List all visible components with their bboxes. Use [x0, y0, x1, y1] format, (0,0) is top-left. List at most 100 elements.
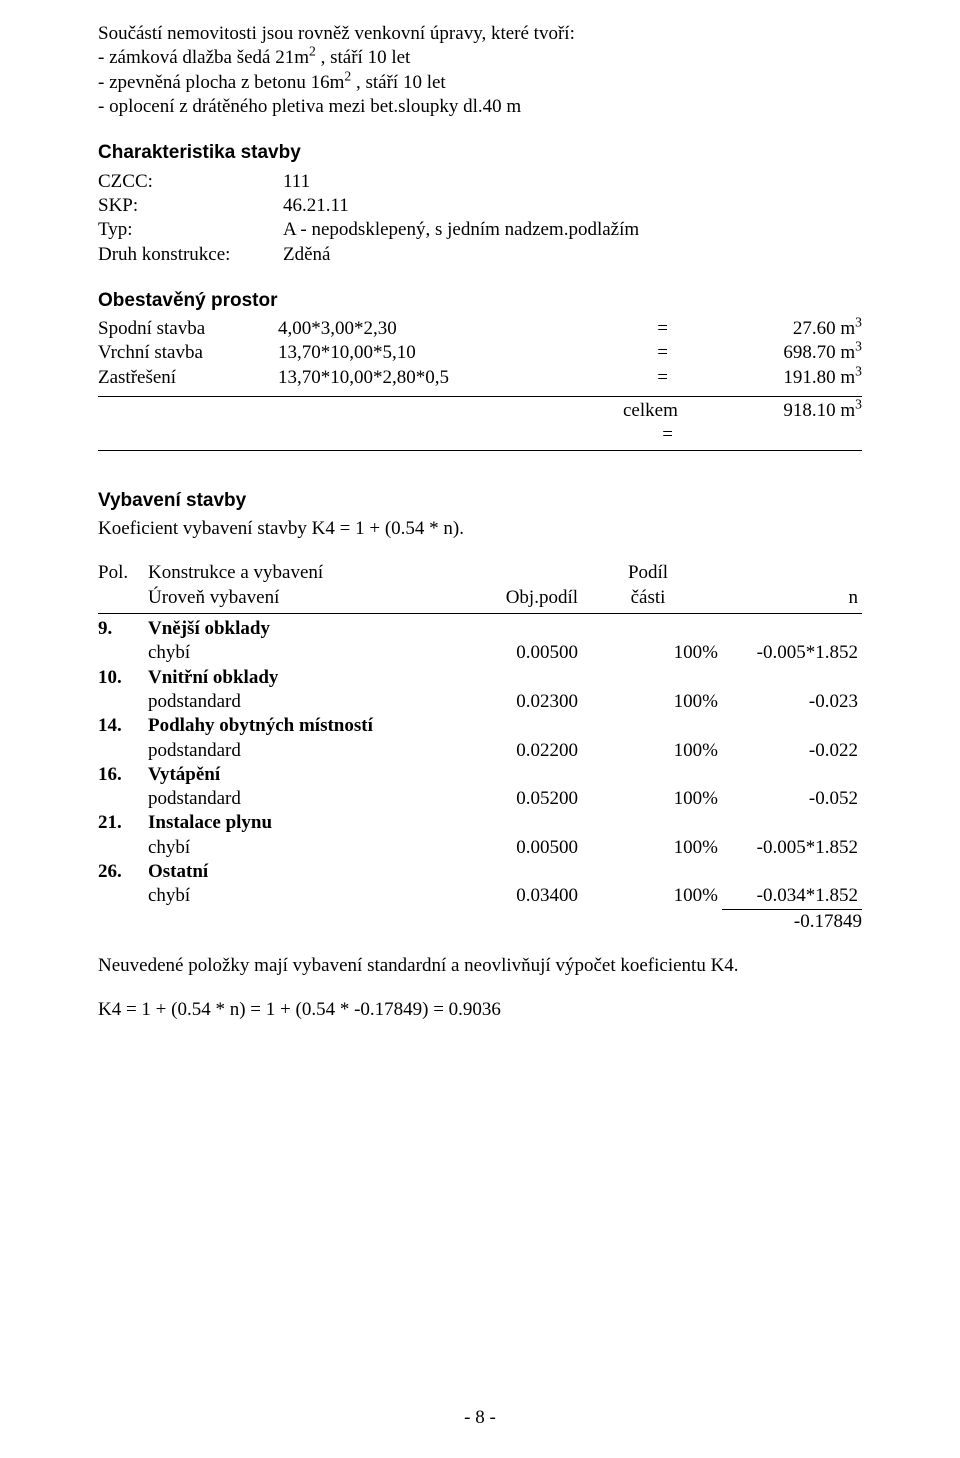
vyb-podil: 100% [578, 884, 718, 908]
vyb-level: chybí [148, 836, 438, 860]
prostor-celkem-row: celkem = 918.10 m3 [98, 396, 862, 451]
vyb-value-row: podstandard0.02200100%-0.022 [98, 739, 862, 763]
vyb-category-row: 14.Podlahy obytných místností [98, 714, 862, 738]
vyb-item-no: 21. [98, 811, 148, 835]
prostor-expr: 13,70*10,00*2,80*0,5 [278, 366, 628, 390]
vyb-obj: 0.02200 [438, 739, 578, 763]
closing-note: Neuvedené položky mají vybavení standard… [98, 954, 862, 978]
kv-skp: SKP: 46.21.11 [98, 194, 862, 218]
vyb-value-row: podstandard0.02300100%-0.023 [98, 690, 862, 714]
prostor-row: Vrchní stavba13,70*10,00*5,10=698.70 m3 [98, 341, 862, 365]
vyb-podil: 100% [578, 690, 718, 714]
vyb-level: podstandard [148, 787, 438, 811]
heading-vybaveni-stavby: Vybavení stavby [98, 489, 862, 513]
intro-item-3: - oplocení z drátěného pletiva mezi bet.… [98, 95, 862, 119]
prostor-row: Spodní stavba4,00*3,00*2,30=27.60 m3 [98, 317, 862, 341]
czcc-label: CZCC: [98, 170, 283, 194]
closing-k4: K4 = 1 + (0.54 * n) = 1 + (0.54 * -0.178… [98, 998, 862, 1022]
vyb-obj: 0.05200 [438, 787, 578, 811]
prostor-label: Spodní stavba [98, 317, 278, 341]
vyb-item-name: Vytápění [148, 763, 862, 787]
vyb-n: -0.052 [718, 787, 858, 811]
vyb-item-name: Podlahy obytných místností [148, 714, 862, 738]
th-podil: Podíl [578, 561, 718, 585]
prostor-value: 191.80 m3 [668, 366, 862, 390]
heading-obestaveny-prostor: Obestavěný prostor [98, 289, 862, 313]
vyb-n: -0.034*1.852 [718, 884, 858, 908]
th-n: n [718, 586, 858, 610]
intro-item-2a: - zpevněná plocha z betonu 16m [98, 72, 344, 93]
vybaveni-table-body: 9.Vnější obkladychybí0.00500100%-0.005*1… [98, 617, 862, 909]
druh-value: Zděná [283, 243, 862, 267]
prostor-label: Zastřešení [98, 366, 278, 390]
vyb-obj: 0.03400 [438, 884, 578, 908]
vyb-category-row: 10.Vnitřní obklady [98, 666, 862, 690]
prostor-expr: 13,70*10,00*5,10 [278, 341, 628, 365]
prostor-celkem-sup: 3 [855, 397, 862, 412]
vyb-podil: 100% [578, 787, 718, 811]
prostor-value-num: 27.60 m [793, 318, 855, 339]
prostor-celkem-value: 918.10 m3 [673, 399, 862, 448]
intro-line-1: Součástí nemovitosti jsou rovněž venkovn… [98, 22, 862, 46]
vyb-n: -0.023 [718, 690, 858, 714]
skp-value: 46.21.11 [283, 194, 862, 218]
prostor-value: 698.70 m3 [668, 341, 862, 365]
prostor-expr: 4,00*3,00*2,30 [278, 317, 628, 341]
intro-item-2b: , stáří 10 let [351, 72, 445, 93]
th-konstrukce: Konstrukce a vybavení [148, 561, 438, 585]
prostor-label: Vrchní stavba [98, 341, 278, 365]
vyb-n: -0.005*1.852 [718, 836, 858, 860]
vyb-item-no: 10. [98, 666, 148, 690]
vyb-level: podstandard [148, 690, 438, 714]
vyb-level: chybí [148, 641, 438, 665]
vyb-obj: 0.02300 [438, 690, 578, 714]
intro-item-1a: - zámková dlažba šedá 21m [98, 47, 309, 68]
heading-charakteristika: Charakteristika stavby [98, 141, 862, 165]
vyb-value-row: chybí0.00500100%-0.005*1.852 [98, 836, 862, 860]
kv-typ: Typ: A - nepodsklepený, s jedním nadzem.… [98, 218, 862, 242]
vyb-level: chybí [148, 884, 438, 908]
vyb-obj: 0.00500 [438, 641, 578, 665]
page-footer: - 8 - [0, 1406, 960, 1430]
vyb-level: podstandard [148, 739, 438, 763]
koeficient-text: Koeficient vybavení stavby K4 = 1 + (0.5… [98, 517, 862, 541]
skp-label: SKP: [98, 194, 283, 218]
prostor-value: 27.60 m3 [668, 317, 862, 341]
druh-label: Druh konstrukce: [98, 243, 283, 267]
table-header-row-1: Pol. Konstrukce a vybavení Podíl [98, 561, 862, 585]
vyb-obj: 0.00500 [438, 836, 578, 860]
vyb-value-row: podstandard0.05200100%-0.052 [98, 787, 862, 811]
vyb-n: -0.005*1.852 [718, 641, 858, 665]
vyb-item-name: Instalace plynu [148, 811, 862, 835]
vyb-podil: 100% [578, 739, 718, 763]
page-container: Součástí nemovitosti jsou rovněž venkovn… [0, 0, 960, 1458]
vyb-value-row: chybí0.00500100%-0.005*1.852 [98, 641, 862, 665]
vyb-podil: 100% [578, 836, 718, 860]
prostor-table: Spodní stavba4,00*3,00*2,30=27.60 m3Vrch… [98, 317, 862, 390]
vyb-category-row: 21.Instalace plynu [98, 811, 862, 835]
typ-label: Typ: [98, 218, 283, 242]
prostor-value-sup: 3 [855, 339, 862, 354]
intro-item-1b: , stáří 10 let [316, 47, 410, 68]
prostor-value-num: 191.80 m [783, 367, 855, 388]
sum-n-value: -0.17849 [98, 910, 862, 934]
prostor-value-sup: 3 [855, 315, 862, 330]
intro-item-1-sup: 2 [309, 44, 316, 59]
th-uroven: Úroveň vybavení [148, 586, 438, 610]
kv-druh: Druh konstrukce: Zděná [98, 243, 862, 267]
kv-czcc: CZCC: 111 [98, 170, 862, 194]
table-header-rule [98, 613, 862, 614]
vyb-category-row: 26.Ostatní [98, 860, 862, 884]
vyb-podil: 100% [578, 641, 718, 665]
intro-item-1: - zámková dlažba šedá 21m2 , stáří 10 le… [98, 46, 862, 70]
vyb-item-no: 16. [98, 763, 148, 787]
prostor-celkem-num: 918.10 m [783, 400, 855, 421]
prostor-eq: = [628, 317, 668, 341]
vyb-item-no: 9. [98, 617, 148, 641]
vyb-item-no: 14. [98, 714, 148, 738]
vyb-value-row: chybí0.03400100%-0.034*1.852 [98, 884, 862, 908]
vyb-category-row: 9.Vnější obklady [98, 617, 862, 641]
prostor-value-sup: 3 [855, 363, 862, 378]
vyb-item-no: 26. [98, 860, 148, 884]
czcc-value: 111 [283, 170, 862, 194]
